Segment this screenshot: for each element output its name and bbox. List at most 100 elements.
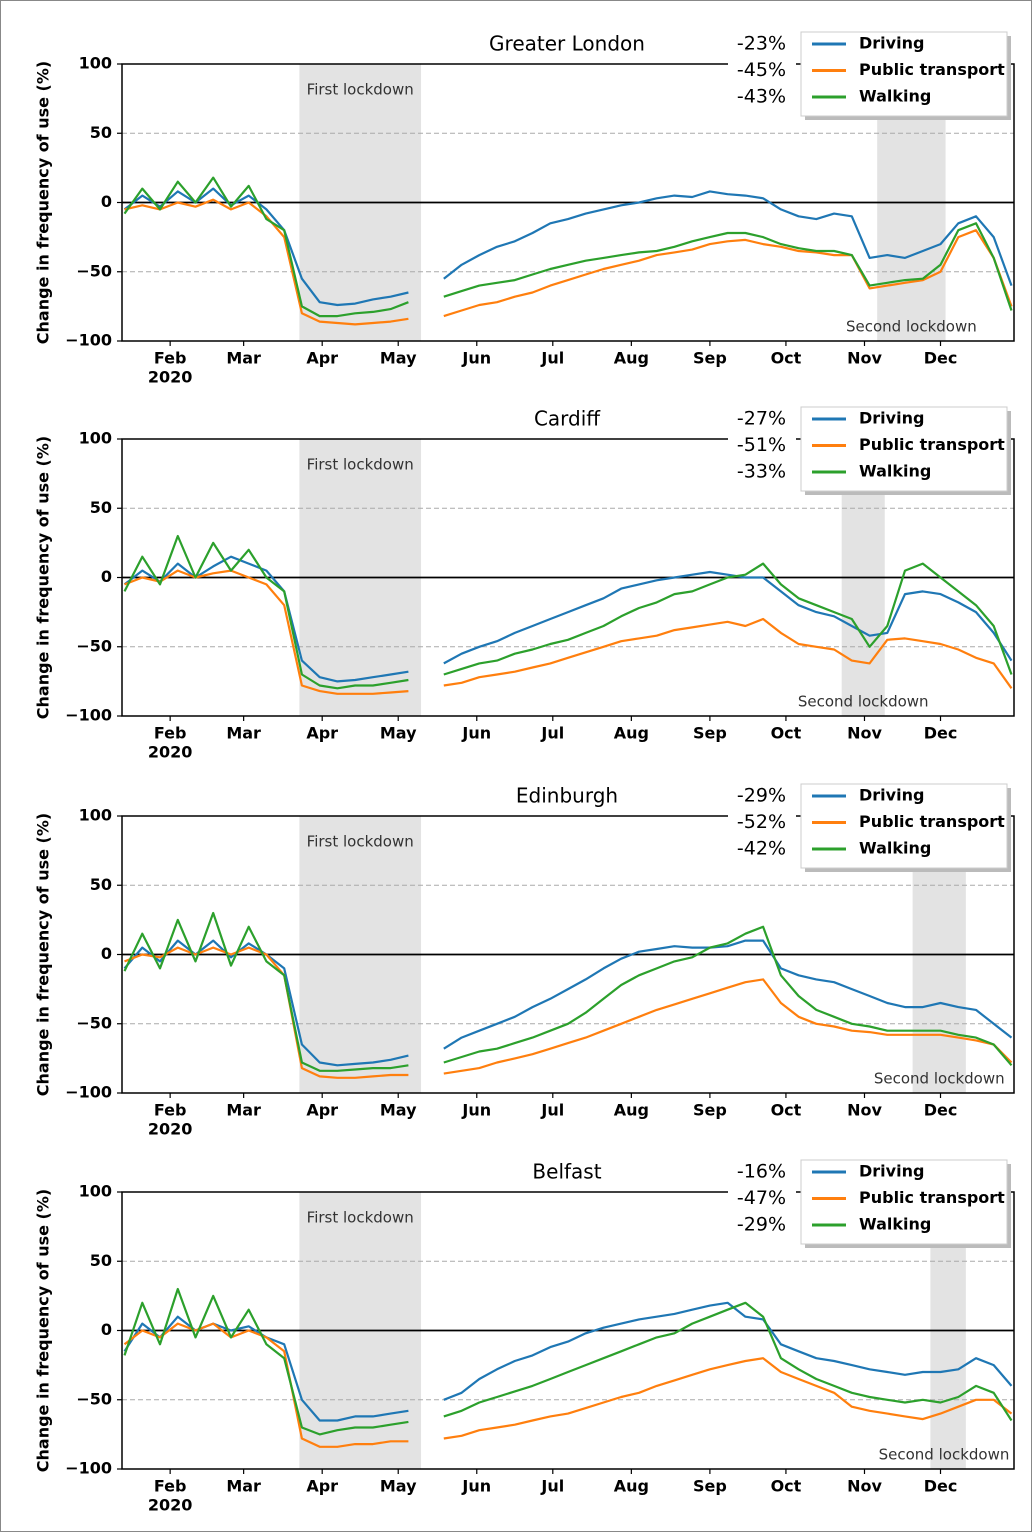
lockdown-label: First lockdown	[307, 81, 414, 99]
x-tick-label: Aug	[614, 1101, 649, 1120]
change-label: -45%	[737, 59, 786, 81]
x-tick-label: Dec	[924, 724, 958, 743]
year-label: 2020	[148, 368, 193, 387]
legend-label: Public transport	[859, 812, 1005, 831]
legend-label: Walking	[859, 1215, 931, 1234]
x-tick-label: Apr	[306, 724, 338, 743]
change-label-bg	[728, 403, 796, 491]
y-axis-label: Change in frequency of use (%)	[34, 813, 53, 1096]
legend-label: Public transport	[859, 435, 1005, 454]
change-label: -29%	[737, 785, 786, 807]
y-tick-label: 0	[101, 944, 112, 963]
data-line	[123, 1322, 1013, 1448]
change-label: -16%	[737, 1161, 786, 1183]
y-tick-label: 100	[79, 429, 112, 448]
legend-label: Public transport	[859, 60, 1005, 79]
panel: First lockdown Second lockdown −100 −50 0 50 1…	[34, 1156, 1015, 1515]
y-tick-label: 50	[90, 1251, 112, 1270]
data-line	[124, 198, 1013, 326]
legend-label: Driving	[859, 786, 924, 805]
data-line	[124, 569, 1013, 695]
legend-label: Walking	[859, 839, 931, 858]
lockdown-label: Second lockdown	[879, 1446, 1010, 1464]
legend-box	[800, 1159, 1008, 1245]
x-tick-label: Jun	[461, 724, 491, 743]
legend-label: Driving	[859, 34, 924, 53]
data-line	[124, 946, 1013, 1079]
data-line	[123, 555, 1013, 683]
y-tick-label: 0	[101, 567, 112, 586]
x-tick-label: Feb	[154, 1101, 187, 1120]
legend-box	[800, 783, 1008, 869]
data-line	[123, 176, 1013, 318]
x-tick-label: May	[380, 1101, 417, 1120]
y-tick-label: 0	[101, 1320, 112, 1339]
lockdown-label: First lockdown	[307, 456, 414, 474]
lockdown-label: Second lockdown	[846, 318, 977, 336]
x-tick-label: Apr	[306, 349, 338, 368]
y-tick-label: −50	[76, 1389, 112, 1408]
x-tick-label: Sep	[693, 349, 727, 368]
x-tick-label: Jul	[540, 1477, 564, 1496]
change-label: -23%	[737, 33, 786, 55]
x-tick-label: Feb	[154, 349, 187, 368]
x-tick-label: Aug	[614, 349, 649, 368]
panel-title: Belfast	[532, 1160, 601, 1184]
x-tick-label: Nov	[847, 349, 882, 368]
axes-frame	[121, 1191, 1015, 1470]
year-label: 2020	[148, 1120, 193, 1139]
y-axis-label: Change in frequency of use (%)	[34, 1189, 53, 1472]
axes-frame	[121, 438, 1015, 717]
change-label: -42%	[737, 838, 786, 860]
change-label: -33%	[737, 461, 786, 483]
data-line	[123, 187, 1013, 307]
x-tick-label: May	[380, 349, 417, 368]
y-axis-label: Change in frequency of use (%)	[34, 61, 53, 344]
x-tick-label: Mar	[226, 349, 261, 368]
data-line	[123, 1287, 1013, 1436]
y-tick-label: 100	[79, 806, 112, 825]
x-tick-label: Sep	[693, 1477, 727, 1496]
x-tick-label: Aug	[614, 724, 649, 743]
panel-title: Cardiff	[534, 407, 601, 431]
lockdown-label: First lockdown	[307, 1209, 414, 1227]
change-label: -43%	[737, 86, 786, 108]
change-label: -51%	[737, 434, 786, 456]
y-tick-label: 0	[101, 192, 112, 211]
x-tick-label: Mar	[226, 724, 261, 743]
x-tick-label: Feb	[154, 1477, 187, 1496]
x-tick-label: Dec	[924, 1101, 958, 1120]
change-label: -47%	[737, 1187, 786, 1209]
x-tick-label: Nov	[847, 724, 882, 743]
x-tick-label: Jun	[461, 349, 491, 368]
legend-box	[800, 406, 1008, 492]
y-tick-label: −100	[65, 331, 112, 350]
axes-frame	[121, 63, 1015, 342]
x-tick-label: Jul	[540, 1101, 564, 1120]
legend-box	[800, 31, 1008, 117]
x-tick-label: Oct	[771, 724, 802, 743]
year-label: 2020	[148, 743, 193, 762]
legend-label: Walking	[859, 87, 931, 106]
x-tick-label: May	[380, 1477, 417, 1496]
y-tick-label: 100	[79, 54, 112, 73]
legend-label: Walking	[859, 462, 931, 481]
y-tick-label: −100	[65, 1083, 112, 1102]
x-tick-label: Aug	[614, 1477, 649, 1496]
year-label: 2020	[148, 1496, 193, 1515]
x-tick-label: Jun	[461, 1477, 491, 1496]
x-tick-label: Jun	[461, 1101, 491, 1120]
x-tick-label: Jul	[540, 724, 564, 743]
data-line	[123, 534, 1013, 690]
x-tick-label: Mar	[226, 1101, 261, 1120]
x-tick-label: May	[380, 724, 417, 743]
change-label: -29%	[737, 1214, 786, 1236]
x-tick-label: Feb	[154, 724, 187, 743]
x-tick-label: Dec	[924, 349, 958, 368]
change-label-bg	[728, 780, 796, 868]
y-tick-label: −50	[76, 636, 112, 655]
change-label-bg	[728, 28, 796, 116]
x-tick-label: Oct	[771, 349, 802, 368]
